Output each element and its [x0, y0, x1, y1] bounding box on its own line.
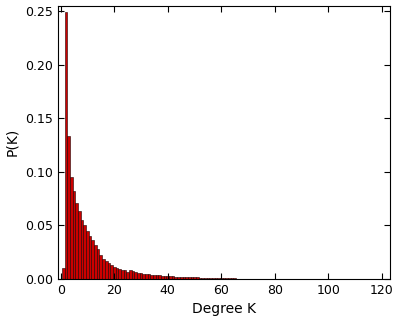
- Bar: [217, 278, 220, 279]
- Bar: [129, 270, 132, 279]
- Bar: [201, 278, 204, 279]
- Bar: [223, 278, 225, 279]
- Bar: [132, 271, 134, 279]
- Bar: [84, 225, 86, 279]
- Bar: [140, 273, 142, 279]
- Bar: [116, 268, 118, 279]
- Bar: [169, 276, 172, 279]
- X-axis label: Degree K: Degree K: [192, 302, 256, 317]
- Bar: [172, 277, 174, 279]
- Bar: [198, 278, 201, 279]
- Bar: [177, 277, 180, 279]
- Bar: [137, 272, 140, 279]
- Bar: [134, 272, 137, 279]
- Bar: [113, 267, 116, 279]
- Bar: [231, 278, 233, 279]
- Bar: [190, 277, 193, 279]
- Bar: [182, 277, 185, 279]
- Bar: [158, 276, 161, 279]
- Bar: [228, 278, 231, 279]
- Bar: [204, 278, 207, 279]
- Bar: [225, 278, 228, 279]
- Bar: [150, 275, 153, 279]
- Bar: [92, 241, 94, 279]
- Bar: [193, 277, 196, 279]
- Bar: [124, 270, 126, 279]
- Bar: [65, 12, 67, 279]
- Bar: [185, 277, 188, 279]
- Bar: [188, 277, 190, 279]
- Bar: [86, 231, 89, 279]
- Bar: [180, 277, 182, 279]
- Bar: [100, 255, 102, 279]
- Bar: [209, 278, 212, 279]
- Bar: [105, 261, 108, 279]
- Bar: [212, 278, 215, 279]
- Bar: [89, 236, 92, 279]
- Bar: [161, 276, 164, 279]
- Bar: [70, 177, 73, 279]
- Bar: [207, 278, 209, 279]
- Bar: [94, 245, 97, 279]
- Bar: [67, 137, 70, 279]
- Bar: [110, 265, 113, 279]
- Bar: [75, 203, 78, 279]
- Bar: [233, 278, 236, 279]
- Bar: [145, 274, 148, 279]
- Bar: [166, 276, 169, 279]
- Bar: [196, 278, 198, 279]
- Bar: [126, 271, 129, 279]
- Bar: [153, 275, 156, 279]
- Bar: [121, 270, 124, 279]
- Bar: [174, 277, 177, 279]
- Bar: [102, 259, 105, 279]
- Bar: [118, 270, 121, 279]
- Bar: [215, 278, 217, 279]
- Bar: [148, 274, 150, 279]
- Bar: [78, 212, 81, 279]
- Bar: [97, 249, 100, 279]
- Bar: [62, 268, 65, 279]
- Bar: [81, 220, 84, 279]
- Bar: [142, 273, 145, 279]
- Bar: [108, 263, 110, 279]
- Y-axis label: P(K): P(K): [6, 128, 20, 156]
- Bar: [156, 275, 158, 279]
- Bar: [73, 191, 75, 279]
- Bar: [164, 276, 166, 279]
